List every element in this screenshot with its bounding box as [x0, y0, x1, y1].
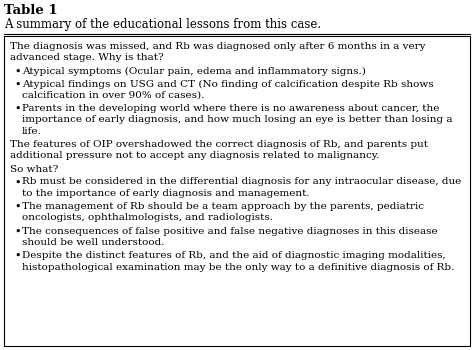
Text: Table 1: Table 1	[4, 4, 58, 17]
Text: •: •	[14, 202, 20, 212]
Text: to the importance of early diagnosis and management.: to the importance of early diagnosis and…	[22, 189, 310, 198]
Text: life.: life.	[22, 127, 42, 136]
Text: Rb must be considered in the differential diagnosis for any intraocular disease,: Rb must be considered in the differentia…	[22, 177, 461, 187]
Text: oncologists, ophthalmologists, and radiologists.: oncologists, ophthalmologists, and radio…	[22, 214, 273, 223]
Text: •: •	[14, 66, 20, 77]
Text: advanced stage. Why is that?: advanced stage. Why is that?	[10, 54, 164, 63]
Text: •: •	[14, 104, 20, 114]
Text: The consequences of false positive and false negative diagnoses in this disease: The consequences of false positive and f…	[22, 226, 438, 236]
Bar	[4, 36, 470, 346]
Text: The management of Rb should be a team approach by the parents, pediatric: The management of Rb should be a team ap…	[22, 202, 424, 211]
Text: Atypical symptoms (Ocular pain, edema and inflammatory signs.): Atypical symptoms (Ocular pain, edema an…	[22, 66, 366, 76]
Text: •: •	[14, 226, 20, 237]
Text: Parents in the developing world where there is no awareness about cancer, the: Parents in the developing world where th…	[22, 104, 439, 113]
Text: The diagnosis was missed, and Rb was diagnosed only after 6 months in a very: The diagnosis was missed, and Rb was dia…	[10, 42, 426, 51]
Text: Despite the distinct features of Rb, and the aid of diagnostic imaging modalitie: Despite the distinct features of Rb, and…	[22, 251, 446, 260]
Text: A summary of the educational lessons from this case.: A summary of the educational lessons fro…	[4, 18, 321, 31]
Text: •: •	[14, 79, 20, 90]
Text: So what?: So what?	[10, 164, 58, 174]
Text: The features of OIP overshadowed the correct diagnosis of Rb, and parents put: The features of OIP overshadowed the cor…	[10, 140, 428, 149]
Text: •: •	[14, 251, 20, 261]
Text: importance of early diagnosis, and how much losing an eye is better than losing : importance of early diagnosis, and how m…	[22, 116, 453, 125]
Text: histopathological examination may be the only way to a definitive diagnosis of R: histopathological examination may be the…	[22, 262, 455, 272]
Text: calcification in over 90% of cases).: calcification in over 90% of cases).	[22, 91, 204, 100]
Text: •: •	[14, 177, 20, 188]
Text: Atypical findings on USG and CT (No finding of calcification despite Rb shows: Atypical findings on USG and CT (No find…	[22, 79, 434, 89]
Text: additional pressure not to accept any diagnosis related to malignancy.: additional pressure not to accept any di…	[10, 152, 380, 161]
Text: should be well understood.: should be well understood.	[22, 238, 164, 247]
